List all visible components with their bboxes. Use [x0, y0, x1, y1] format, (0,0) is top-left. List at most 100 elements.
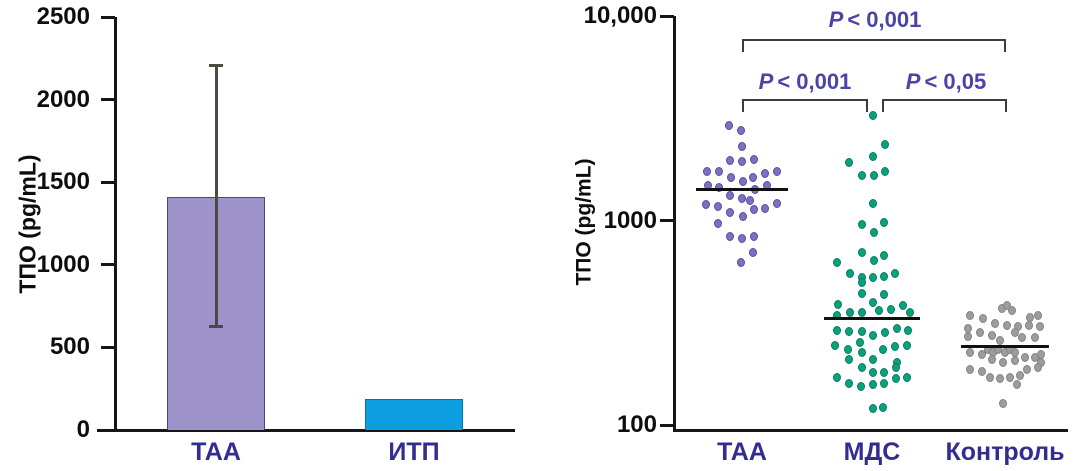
data-point	[714, 201, 722, 211]
data-point	[858, 248, 866, 258]
panel-a-y-tick-label: 2500	[36, 3, 90, 30]
panel-a-y-tick-label: 1500	[36, 168, 90, 196]
data-point	[906, 308, 914, 318]
data-point	[726, 232, 734, 242]
data-point	[870, 256, 878, 266]
data-point	[870, 171, 878, 181]
data-point	[1023, 365, 1031, 375]
data-point	[739, 177, 747, 187]
data-point	[761, 203, 769, 213]
data-point	[737, 258, 745, 268]
data-point	[834, 299, 842, 309]
panel-a-y-tick-label: 0	[76, 416, 90, 443]
error-bar-cap-bottom	[209, 324, 223, 328]
data-point	[966, 310, 974, 320]
panel-b-y-tick	[660, 423, 674, 427]
data-point	[858, 326, 866, 336]
data-point	[833, 325, 841, 335]
panel-a-y-tick	[101, 180, 115, 184]
data-point	[869, 152, 877, 162]
data-point	[831, 340, 839, 350]
panel-b-category-label: Контроль	[945, 438, 1065, 466]
data-point	[869, 298, 877, 308]
panel-b-category-label: МДС	[843, 438, 901, 466]
data-point	[875, 306, 883, 316]
data-point	[966, 347, 974, 357]
p-symbol: P	[828, 7, 844, 32]
data-point	[726, 156, 734, 166]
data-point	[1034, 363, 1042, 373]
data-point	[773, 167, 781, 177]
data-point	[869, 330, 877, 340]
data-point	[1016, 370, 1024, 380]
panel-a-y-tick	[101, 98, 115, 102]
data-point	[880, 218, 888, 228]
data-point	[879, 402, 887, 412]
data-point	[702, 200, 710, 210]
panel-a-y-tick-label: 1000	[36, 250, 90, 278]
data-point	[844, 344, 852, 354]
data-point	[737, 125, 745, 135]
data-point	[904, 325, 912, 335]
panel-a-y-axis-line	[114, 17, 117, 430]
data-point	[1011, 347, 1019, 357]
significance-bracket-taa-control	[742, 39, 1006, 52]
panel-a-y-tick	[101, 15, 115, 19]
data-point	[892, 363, 900, 373]
p-value-label-taa-mds: P < 0,001	[759, 71, 852, 93]
data-point	[869, 110, 877, 120]
data-point	[887, 304, 895, 314]
data-point	[858, 348, 866, 358]
data-point	[858, 220, 866, 230]
data-point	[869, 379, 877, 389]
data-point	[858, 308, 866, 318]
data-point	[726, 207, 734, 217]
data-point	[738, 233, 746, 243]
data-point	[880, 368, 888, 378]
data-point	[1011, 328, 1019, 338]
data-point	[739, 211, 747, 221]
p-symbol: P	[905, 69, 921, 94]
data-point	[892, 374, 900, 384]
data-point	[761, 168, 769, 178]
data-point	[1008, 306, 1016, 316]
data-point	[858, 362, 866, 372]
data-point	[881, 166, 889, 176]
data-point	[858, 288, 866, 298]
data-point	[869, 368, 877, 378]
data-point	[869, 355, 877, 365]
panel-b-y-tick	[660, 219, 674, 222]
data-point	[715, 167, 723, 177]
data-point	[845, 158, 853, 168]
significance-bracket-taa-mds	[742, 99, 868, 112]
median-line	[961, 344, 1049, 348]
data-point	[833, 373, 841, 383]
data-point	[903, 373, 911, 383]
panel-b-y-tick-label: 1000	[603, 206, 657, 234]
panel-b-x-axis-line	[673, 429, 1068, 432]
panel-a-y-tick	[101, 263, 115, 267]
data-point	[773, 199, 781, 209]
data-point	[1013, 380, 1021, 390]
panel-a-y-tick	[101, 345, 115, 349]
data-point	[903, 340, 911, 350]
panel-b-category-label: ТАА	[717, 438, 767, 466]
data-point	[1011, 356, 1019, 366]
panel-b-y-tick-label: 10,000	[583, 2, 657, 29]
data-point	[999, 357, 1007, 367]
data-point	[1003, 301, 1011, 311]
data-point	[858, 278, 866, 288]
bar-itp	[365, 398, 463, 430]
data-point	[996, 374, 1004, 384]
data-point	[979, 314, 987, 324]
data-point	[749, 248, 757, 258]
data-point	[1034, 310, 1042, 320]
panel-a-y-tick-label: 2000	[36, 85, 90, 113]
data-point	[845, 378, 853, 388]
data-point	[1036, 322, 1044, 332]
data-point	[880, 378, 888, 388]
data-point	[988, 355, 996, 365]
panel-b-y-tick	[660, 14, 674, 18]
data-point	[869, 404, 877, 414]
data-point	[999, 398, 1007, 408]
